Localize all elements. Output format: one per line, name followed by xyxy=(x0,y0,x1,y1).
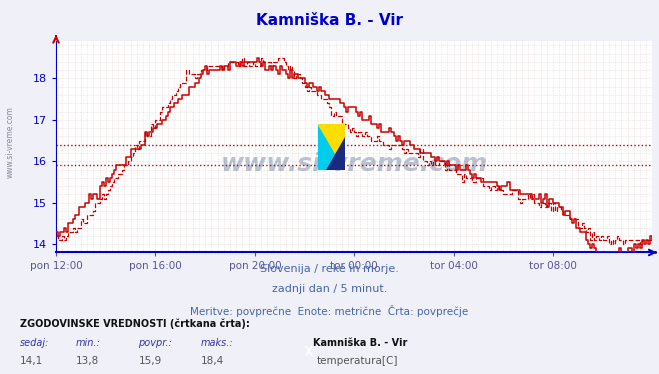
Text: www.si-vreme.com: www.si-vreme.com xyxy=(221,152,488,176)
Text: www.si-vreme.com: www.si-vreme.com xyxy=(5,106,14,178)
Text: zadnji dan / 5 minut.: zadnji dan / 5 minut. xyxy=(272,284,387,294)
Text: Kamniška B. - Vir: Kamniška B. - Vir xyxy=(256,13,403,28)
Text: maks.:: maks.: xyxy=(201,338,234,348)
Text: 14,1: 14,1 xyxy=(20,356,43,366)
Text: Slovenija / reke in morje.: Slovenija / reke in morje. xyxy=(260,264,399,274)
Text: Meritve: povprečne  Enote: metrične  Črta: povprečje: Meritve: povprečne Enote: metrične Črta:… xyxy=(190,305,469,317)
Text: ZGODOVINSKE VREDNOSTI (črtkana črta):: ZGODOVINSKE VREDNOSTI (črtkana črta): xyxy=(20,319,250,329)
Text: 18,4: 18,4 xyxy=(201,356,224,366)
Text: 13,8: 13,8 xyxy=(76,356,99,366)
Text: Kamniška B. - Vir: Kamniška B. - Vir xyxy=(313,338,407,348)
Text: temperatura[C]: temperatura[C] xyxy=(316,356,398,366)
Text: min.:: min.: xyxy=(76,338,101,348)
Text: sedaj:: sedaj: xyxy=(20,338,49,348)
Text: povpr.:: povpr.: xyxy=(138,338,172,348)
Text: 15,9: 15,9 xyxy=(138,356,161,366)
